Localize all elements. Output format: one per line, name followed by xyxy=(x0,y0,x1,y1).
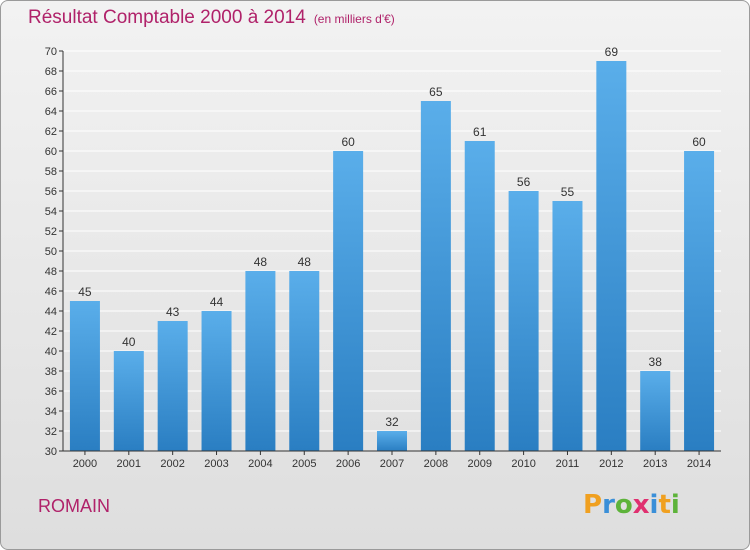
x-tick-label: 2004 xyxy=(248,458,272,470)
bar-value-label: 40 xyxy=(122,335,136,349)
x-tick-label: 2009 xyxy=(467,458,491,470)
y-tick-label: 64 xyxy=(45,106,57,118)
x-tick-label: 2012 xyxy=(599,458,623,470)
y-tick-label: 40 xyxy=(45,346,57,358)
data-labels: 45 40 43 44 48 48 60 32 65 61 56 55 69 38 60 xyxy=(78,45,706,429)
x-tick-label: 2010 xyxy=(511,458,535,470)
bar-value-label: 55 xyxy=(561,185,575,199)
bar-value-label: 61 xyxy=(473,125,487,139)
x-tick-label: 2005 xyxy=(292,458,316,470)
proxiti-logo: Proxiti xyxy=(583,490,680,520)
bar-value-label: 60 xyxy=(692,135,706,149)
axes xyxy=(62,51,721,452)
x-tick-label: 2006 xyxy=(336,458,360,470)
y-tick-label: 36 xyxy=(45,386,57,398)
x-tick-label: 2013 xyxy=(643,458,667,470)
x-tick-label: 2007 xyxy=(380,458,404,470)
bar xyxy=(508,191,539,451)
bar xyxy=(245,271,276,451)
x-tick-label: 2003 xyxy=(204,458,228,470)
y-tick-label: 50 xyxy=(45,246,57,258)
chart-subtitle: (en milliers d'€) xyxy=(313,12,395,26)
bar xyxy=(596,61,627,451)
y-tick-label: 60 xyxy=(45,146,57,158)
x-tick-label: 2001 xyxy=(117,458,141,470)
y-tick-label: 56 xyxy=(45,186,57,198)
bar xyxy=(157,321,188,451)
y-tick-label: 44 xyxy=(45,306,57,318)
x-tick-label: 2011 xyxy=(556,458,580,470)
y-tick-label: 54 xyxy=(45,206,57,218)
y-tick-label: 68 xyxy=(45,66,57,78)
bar-value-label: 60 xyxy=(341,135,355,149)
bar xyxy=(640,371,671,451)
y-tick-label: 62 xyxy=(45,126,57,138)
x-axis-ticks: 2000 2001 2002 2003 2004 2005 2006 2007 2008 2009… xyxy=(73,451,711,470)
bar-value-label: 56 xyxy=(517,175,531,189)
y-tick-label: 52 xyxy=(45,226,57,238)
x-tick-label: 2002 xyxy=(160,458,184,470)
y-tick-label: 48 xyxy=(45,266,57,278)
bar-value-label: 38 xyxy=(649,355,663,369)
logo-letter: x xyxy=(632,490,650,520)
bar-value-label: 32 xyxy=(385,415,399,429)
y-tick-label: 58 xyxy=(45,166,57,178)
logo-letter: o xyxy=(614,490,633,520)
bar-value-label: 43 xyxy=(166,305,180,319)
bar-value-label: 44 xyxy=(210,295,224,309)
x-tick-label: 2014 xyxy=(687,458,711,470)
x-tick-label: 2000 xyxy=(73,458,97,470)
y-tick-label: 42 xyxy=(45,326,57,338)
y-axis-ticks: 30 32 34 36 38 40 42 44 46 48 50 52 54 56 58 60 62 64 66 68… xyxy=(45,46,63,458)
town-name: ROMAIN xyxy=(38,496,110,516)
logo-letter: P xyxy=(583,490,603,520)
y-tick-label: 38 xyxy=(45,366,57,378)
chart-title-text: Résultat Comptable 2000 à 2014 xyxy=(28,7,306,28)
bar-value-label: 48 xyxy=(298,255,312,269)
bar xyxy=(201,311,232,451)
bar xyxy=(69,301,100,451)
logo-letter: t xyxy=(658,490,671,520)
bar xyxy=(464,141,495,451)
bar-value-label: 45 xyxy=(78,285,92,299)
chart-title: Résultat Comptable 2000 à 2014 (en millie… xyxy=(28,7,395,29)
bar xyxy=(552,201,583,451)
bar xyxy=(113,351,144,451)
y-tick-label: 66 xyxy=(45,86,57,98)
y-tick-label: 70 xyxy=(45,46,57,58)
y-tick-label: 32 xyxy=(45,426,57,438)
bar xyxy=(333,151,364,451)
y-tick-label: 46 xyxy=(45,286,57,298)
x-tick-label: 2008 xyxy=(424,458,448,470)
logo-letter: r xyxy=(602,490,615,520)
y-tick-label: 30 xyxy=(45,446,57,458)
bar xyxy=(684,151,715,451)
bar-value-label: 48 xyxy=(254,255,268,269)
bar xyxy=(289,271,320,451)
logo-letter: i xyxy=(649,490,659,520)
y-tick-label: 34 xyxy=(45,406,57,418)
bar-value-label: 69 xyxy=(605,45,619,59)
bar xyxy=(420,101,451,451)
bar xyxy=(377,431,407,451)
bar-value-label: 65 xyxy=(429,85,443,99)
bars xyxy=(69,61,715,451)
logo-letter: i xyxy=(670,490,680,520)
